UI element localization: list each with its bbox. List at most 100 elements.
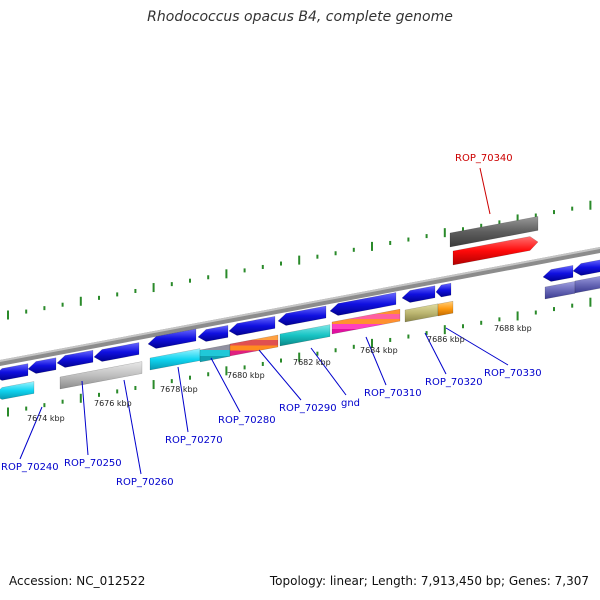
gene-block-rop-70330a [544, 281, 576, 300]
lower-tick-28 [516, 311, 519, 321]
lower-tick-6 [116, 389, 119, 394]
upper-tick-8 [152, 283, 155, 293]
gene-arrow-2 [27, 357, 57, 374]
gene-label-rop-70240[interactable]: ROP_70240 [1, 462, 59, 473]
gene-arrow-1 [0, 363, 29, 381]
gene-block-rop-70320 [437, 300, 454, 317]
leader-rop-70310 [365, 336, 387, 386]
lower-tick-9 [170, 379, 173, 384]
lower-tick-13 [243, 365, 246, 370]
upper-tick-3 [61, 302, 64, 307]
leader-rop-70330 [445, 327, 509, 366]
lower-tick-7 [134, 385, 137, 390]
upper-tick-21 [389, 240, 392, 245]
lower-tick-24 [443, 325, 446, 335]
leader-rop-70290 [258, 349, 302, 401]
gene-track-forward [0, 259, 600, 381]
upper-tick-2 [43, 306, 46, 311]
lower-tick-32 [589, 297, 592, 307]
upper-tick-17 [316, 254, 319, 259]
genome-backbone [0, 247, 600, 367]
leader-rop-70260 [123, 379, 142, 475]
tick-label-7680: 7680 kbp [227, 371, 265, 380]
tick-row-upper [7, 200, 592, 320]
lower-tick-0 [7, 407, 9, 417]
gene-arrow-3 [56, 349, 94, 368]
leader-rop-70250 [81, 380, 89, 456]
lower-tick-29 [534, 310, 537, 315]
lower-tick-2 [43, 403, 46, 408]
tick-label-7684: 7684 kbp [360, 346, 398, 355]
gene-label-rop-70270[interactable]: ROP_70270 [165, 435, 223, 446]
upper-tick-23 [425, 234, 428, 239]
leader-rop-70270 [177, 366, 189, 433]
lower-tick-31 [571, 303, 574, 308]
gene-label-gnd[interactable]: gnd [341, 398, 360, 409]
gene-arrow-11 [435, 282, 452, 298]
gene-arrow-4 [93, 342, 140, 362]
lower-tick-8 [152, 380, 155, 390]
lower-tick-20 [371, 338, 373, 348]
gene-labels: ROP_70240 ROP_70250 ROP_70260 ROP_70270 … [1, 153, 542, 488]
leader-rop-70340 [479, 167, 491, 215]
lower-tick-17 [316, 351, 319, 356]
lower-tick-18 [334, 348, 337, 353]
lower-tick-10 [189, 375, 191, 380]
lower-tick-1 [25, 406, 28, 411]
upper-tick-16 [298, 255, 301, 265]
gene-arrow-13 [572, 259, 600, 276]
lower-tick-14 [261, 361, 264, 366]
lower-tick-25 [462, 324, 464, 329]
upper-tick-12 [225, 269, 228, 279]
leader-rop-70320 [424, 332, 447, 375]
gene-block-rop-70280a [199, 344, 231, 363]
tick-label-7678: 7678 kbp [160, 385, 198, 394]
gene-label-rop-70280[interactable]: ROP_70280 [218, 415, 276, 426]
gene-track-highlight [449, 216, 539, 266]
gene-label-rop-70260[interactable]: ROP_70260 [116, 477, 174, 488]
upper-tick-28 [516, 214, 519, 224]
gene-block-rop-70270 [149, 348, 201, 371]
lower-tick-19 [352, 344, 355, 349]
gene-label-rop-70320[interactable]: ROP_70320 [425, 377, 483, 388]
lower-tick-23 [425, 331, 428, 336]
gene-block-rop-70250 [59, 361, 143, 390]
upper-tick-18 [334, 251, 337, 256]
upper-tick-24 [443, 228, 446, 238]
upper-tick-26 [480, 223, 483, 228]
gene-block-rop-70280 [229, 334, 279, 357]
upper-tick-5 [98, 295, 100, 300]
upper-tick-25 [462, 227, 464, 232]
tick-label-7686: 7686 kbp [427, 335, 465, 344]
lower-tick-3 [61, 399, 64, 404]
upper-tick-15 [280, 261, 282, 266]
tick-label-7688: 7688 kbp [494, 324, 532, 333]
gene-label-rop-70310[interactable]: ROP_70310 [364, 388, 422, 399]
tick-labels: 7674 kbp 7676 kbp 7678 kbp 7680 kbp 7682… [27, 324, 532, 423]
gene-arrow-10 [401, 285, 436, 303]
upper-tick-27 [498, 220, 501, 225]
lower-tick-4 [79, 393, 82, 403]
gene-label-rop-70250[interactable]: ROP_70250 [64, 458, 122, 469]
gene-block-rop-70340 [452, 236, 539, 266]
gene-arrow-12 [542, 265, 574, 282]
upper-tick-9 [170, 282, 173, 287]
tick-label-7682: 7682 kbp [293, 358, 331, 367]
gene-block-rop-70340-dark [449, 216, 539, 248]
upper-tick-7 [134, 288, 137, 293]
genome-stats: Topology: linear; Length: 7,913,450 bp; … [269, 574, 589, 588]
upper-tick-29 [534, 213, 537, 218]
gene-arrow-9 [329, 292, 397, 316]
lower-tick-26 [480, 320, 483, 325]
leader-rop-70280 [210, 357, 241, 413]
upper-tick-11 [207, 275, 210, 280]
gene-label-rop-70290[interactable]: ROP_70290 [279, 403, 337, 414]
gene-arrow-7 [228, 316, 276, 336]
gene-block-gnd [331, 308, 401, 335]
upper-tick-0 [7, 310, 9, 320]
upper-tick-14 [261, 264, 264, 269]
gene-label-rop-70340[interactable]: ROP_70340 [455, 153, 513, 164]
gene-label-rop-70330[interactable]: ROP_70330 [484, 368, 542, 379]
gene-block-rop-70330b [574, 276, 600, 294]
